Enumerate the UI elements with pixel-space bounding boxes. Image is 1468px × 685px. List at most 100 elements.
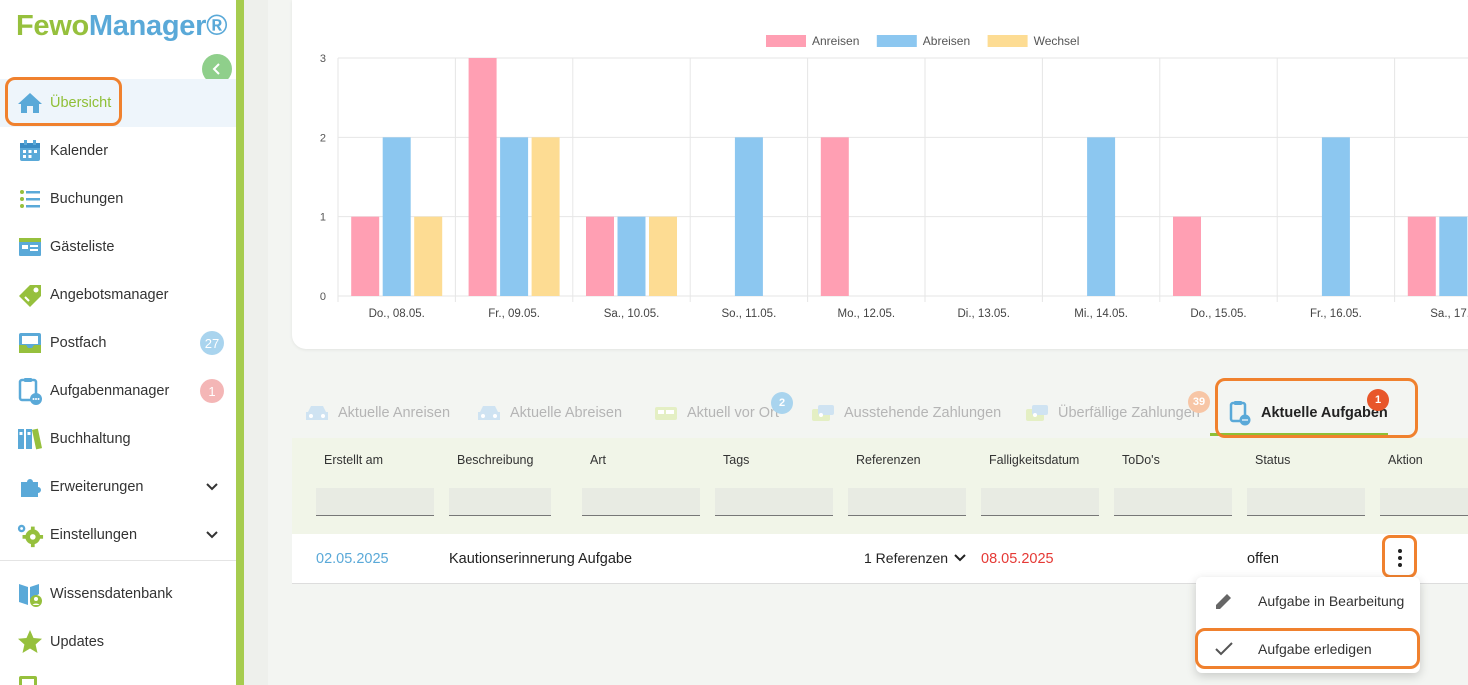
- filter-input-todos[interactable]: [1114, 488, 1232, 516]
- references-label: 1 Referenzen: [864, 550, 949, 566]
- row-actions-button[interactable]: [1389, 542, 1411, 574]
- y-tick-label: 1: [320, 212, 326, 224]
- sidebar-item-label: Postfach: [50, 335, 107, 351]
- tab-aktuell-vor-ort[interactable]: Aktuell vor Ort: [653, 396, 779, 430]
- bar-anreisen: [351, 216, 380, 296]
- tab-badge-aufgaben: 1: [1367, 389, 1389, 411]
- column-header-faelligkeit[interactable]: Falligkeitsdatum: [989, 453, 1080, 467]
- bar-anreisen: [468, 58, 497, 296]
- x-tick-label: Sa., 17.0: [1430, 308, 1468, 320]
- bar-anreisen: [1407, 216, 1436, 296]
- created-date-link[interactable]: 02.05.2025: [316, 551, 389, 567]
- menu-item-label: Aufgabe erledigen: [1258, 641, 1372, 657]
- x-tick-label: Sa., 10.05.: [604, 308, 660, 320]
- chevron-left-icon: [212, 63, 220, 75]
- sidebar-item-buchhaltung[interactable]: Buchhaltung: [0, 415, 236, 463]
- highlight-aufgabe-erledigen: [1195, 628, 1420, 669]
- x-tick-label: Mi., 14.05.: [1074, 308, 1128, 320]
- sidebar-item-label: Updates: [50, 634, 105, 650]
- x-tick-label: Di., 13.05.: [957, 308, 1009, 320]
- column-header-todos[interactable]: ToDo's: [1122, 453, 1160, 467]
- filter-input-referenzen[interactable]: [848, 488, 966, 516]
- sidebar-item-gaesteliste[interactable]: Gästeliste: [0, 223, 236, 271]
- tab-ausstehende-zahlungen[interactable]: Ausstehende Zahlungen: [810, 396, 1001, 430]
- tab-ueberfaellige-zahlungen[interactable]: Überfällige Zahlungen: [1024, 396, 1200, 430]
- bed-icon: [653, 400, 679, 426]
- table-row[interactable]: [292, 534, 1468, 584]
- sidebar-item-aufgabenmanager[interactable]: Aufgabenmanager 1: [0, 367, 236, 415]
- column-header-referenzen[interactable]: Referenzen: [856, 453, 921, 467]
- unread-count-badge: 27: [200, 331, 224, 355]
- column-header-tags[interactable]: Tags: [723, 453, 750, 467]
- bar-abreisen: [617, 216, 646, 296]
- x-tick-label: Fr., 16.05.: [1310, 308, 1362, 320]
- bar-wechsel: [649, 216, 677, 296]
- column-header-status[interactable]: Status: [1255, 453, 1291, 467]
- sidebar-item-label: Einstellungen: [50, 527, 138, 543]
- car-icon: [304, 400, 330, 426]
- filter-input-faelligkeit[interactable]: [981, 488, 1099, 516]
- highlight-aktuelle-aufgaben: [1215, 378, 1418, 438]
- bar-abreisen: [734, 137, 763, 296]
- guestlist-icon: [16, 233, 44, 261]
- filter-input-art[interactable]: [582, 488, 700, 516]
- filter-input-aktion[interactable]: [1380, 488, 1468, 516]
- money-icon: [810, 400, 836, 426]
- sidebar-item-label: Gästeliste: [50, 239, 115, 255]
- task-status: offen: [1247, 551, 1279, 567]
- sidebar-item-postfach[interactable]: Postfach 27: [0, 319, 236, 367]
- menu-item-in-bearbeitung[interactable]: Aufgabe in Bearbeitung: [1196, 577, 1420, 625]
- x-tick-label: Fr., 09.05.: [488, 308, 540, 320]
- bar-anreisen: [586, 216, 614, 296]
- due-date: 08.05.2025: [981, 551, 1054, 567]
- sidebar-item-einstellungen[interactable]: Einstellungen: [0, 511, 236, 559]
- column-header-art[interactable]: Art: [590, 453, 606, 467]
- sidebar-item-label: Buchhaltung: [50, 431, 131, 447]
- column-header-erstellt[interactable]: Erstellt am: [324, 453, 384, 467]
- legend-swatch: [766, 35, 806, 47]
- column-header-aktion: Aktion: [1388, 453, 1423, 467]
- tab-aktuelle-abreisen[interactable]: Aktuelle Abreisen: [476, 396, 622, 430]
- references-dropdown[interactable]: 1 Referenzen: [864, 550, 966, 566]
- bar-abreisen: [382, 137, 411, 296]
- inbox-icon: [16, 329, 44, 357]
- star-icon: [16, 628, 44, 656]
- sidebar-item-label: Übersicht: [50, 95, 112, 111]
- more-icon: [19, 676, 37, 685]
- sidebar-item-buchungen[interactable]: Buchungen: [0, 175, 236, 223]
- tab-aktuelle-anreisen[interactable]: Aktuelle Anreisen: [304, 396, 450, 430]
- filter-input-status[interactable]: [1247, 488, 1365, 516]
- filter-input-erstellt[interactable]: [316, 488, 434, 516]
- car-icon: [476, 400, 502, 426]
- table-header: [292, 438, 1468, 534]
- money-icon: [1024, 400, 1050, 426]
- pencil-icon: [1212, 589, 1236, 613]
- bar-abreisen: [1439, 216, 1468, 296]
- sidebar-item-label: Wissensdatenbank: [50, 586, 173, 602]
- bar-anreisen: [1173, 216, 1201, 296]
- sidebar-item-updates[interactable]: Updates: [0, 618, 236, 666]
- logo[interactable]: FewoManager®: [16, 10, 228, 42]
- tab-badge-vor-ort: 2: [771, 392, 793, 414]
- sidebar-item-label: Aufgabenmanager: [50, 383, 170, 399]
- bar-anreisen: [820, 137, 849, 296]
- filter-input-tags[interactable]: [715, 488, 833, 516]
- sidebar-item-kalender[interactable]: Kalender: [0, 127, 236, 175]
- bar-wechsel: [531, 137, 560, 296]
- book-icon: [16, 580, 44, 608]
- menu-item-erledigen[interactable]: Aufgabe erledigen: [1196, 625, 1420, 673]
- bar-wechsel: [414, 216, 443, 296]
- highlight-actions-button: [1382, 535, 1417, 578]
- highlight-uebersicht: [5, 77, 122, 126]
- sidebar-item-wissensdatenbank[interactable]: Wissensdatenbank: [0, 570, 236, 618]
- clipboard-icon: [16, 377, 44, 405]
- tag-icon: [16, 281, 44, 309]
- row-actions-menu: Aufgabe in Bearbeitung Aufgabe erledigen: [1196, 577, 1420, 673]
- tab-label: Aktuelle Abreisen: [510, 405, 623, 421]
- sidebar-divider: [0, 560, 236, 561]
- filter-input-beschreibung[interactable]: [449, 488, 551, 516]
- sidebar-item-angebotsmanager[interactable]: Angebotsmanager: [0, 271, 236, 319]
- tab-aktuelle-aufgaben[interactable]: Aktuelle Aufgaben: [1227, 396, 1388, 430]
- column-header-beschreibung[interactable]: Beschreibung: [457, 453, 534, 467]
- sidebar-item-erweiterungen[interactable]: Erweiterungen: [0, 463, 236, 511]
